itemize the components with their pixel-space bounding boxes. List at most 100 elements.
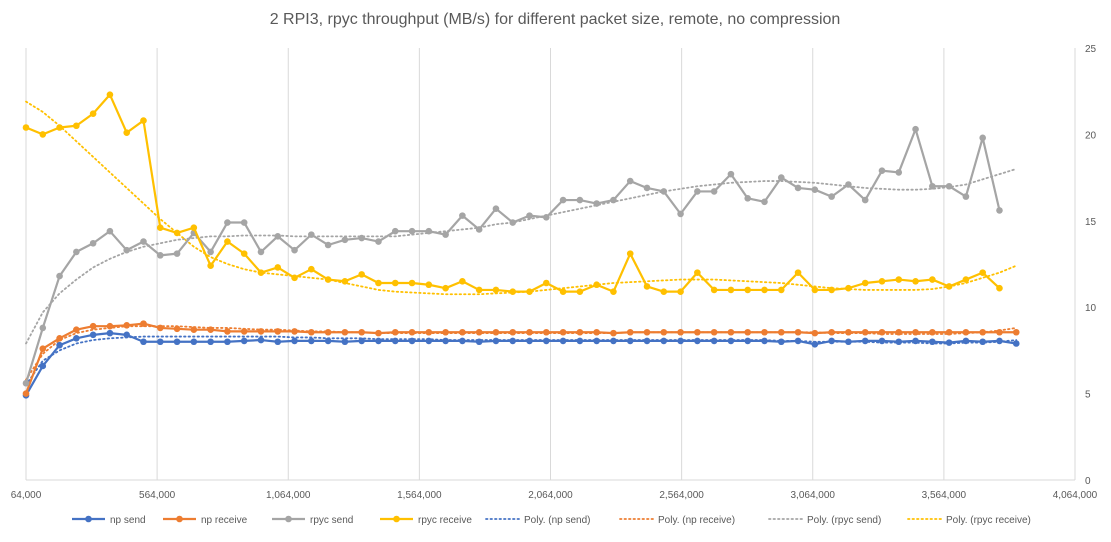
data-point [962, 337, 970, 345]
data-point [979, 134, 986, 142]
data-point [929, 182, 936, 190]
data-point [962, 328, 970, 336]
y-tick-label: 15 [1085, 217, 1097, 228]
data-point [694, 269, 701, 276]
data-point [845, 328, 852, 336]
data-point [861, 337, 869, 345]
data-point [156, 252, 164, 259]
data-point [408, 227, 416, 235]
data-point [408, 337, 416, 345]
data-point [996, 207, 1003, 214]
data-point [207, 338, 214, 346]
data-point [811, 329, 819, 337]
y-tick-label: 0 [1085, 476, 1091, 487]
y-tick-label: 10 [1085, 303, 1097, 314]
data-point [106, 91, 114, 98]
legend-item-poly-rpyc-receive: Poly. (rpyc receive) [907, 515, 1031, 526]
data-point [811, 186, 819, 193]
data-point [224, 238, 231, 245]
legend-marker [85, 515, 92, 523]
data-point [593, 337, 600, 345]
data-point [777, 286, 785, 294]
data-point [73, 122, 80, 130]
data-point [912, 125, 919, 133]
data-point [22, 390, 30, 397]
data-point [677, 210, 684, 218]
legend-label: Poly. (np receive) [658, 515, 735, 526]
data-point [610, 337, 617, 345]
data-point [945, 283, 953, 290]
data-point [308, 337, 315, 345]
data-point [962, 276, 970, 283]
data-point [123, 331, 131, 339]
data-point [291, 274, 298, 282]
data-point [308, 265, 315, 273]
x-tick-label: 564,000 [139, 490, 176, 501]
data-point [123, 322, 131, 329]
legend-label: Poly. (np send) [524, 515, 591, 526]
data-point [559, 328, 567, 336]
data-point [626, 337, 634, 345]
data-point [475, 328, 483, 336]
data-point [845, 284, 852, 292]
data-point [543, 328, 550, 336]
data-point [459, 328, 466, 336]
data-point [677, 337, 684, 345]
data-point [190, 338, 198, 346]
data-point [375, 337, 382, 345]
data-point [408, 279, 416, 287]
data-point [123, 129, 131, 136]
data-point [459, 337, 466, 345]
legend-item-poly-rpyc-send: Poly. (rpyc send) [768, 515, 881, 526]
x-tick-label: 4,064,000 [1053, 490, 1098, 501]
data-point [492, 337, 500, 345]
data-point [828, 337, 835, 345]
data-point [794, 337, 802, 345]
legend-label: Poly. (rpyc send) [807, 515, 881, 526]
x-tick-label: 2,064,000 [528, 490, 573, 501]
data-point [727, 328, 735, 336]
data-point [945, 339, 953, 346]
data-point [358, 337, 365, 345]
data-point [391, 337, 399, 345]
data-point [425, 227, 433, 235]
data-point [895, 169, 903, 176]
data-point [308, 328, 315, 336]
data-point [777, 174, 785, 181]
data-point [710, 286, 718, 294]
legend-item-poly-np-send: Poly. (np send) [485, 515, 591, 526]
data-point [324, 328, 332, 336]
data-point [979, 338, 986, 346]
data-point [559, 196, 567, 204]
data-point [173, 229, 181, 237]
data-point [291, 246, 298, 254]
legend-label: np send [110, 515, 146, 526]
data-point [593, 328, 600, 336]
data-point [123, 246, 131, 254]
data-point [324, 241, 332, 249]
data-point [929, 338, 936, 346]
data-point [543, 337, 550, 345]
data-point [912, 337, 919, 345]
data-point [56, 272, 63, 280]
data-point [945, 182, 953, 190]
series-rpyc-receive [22, 91, 1003, 295]
data-point [576, 196, 584, 204]
data-point [526, 328, 533, 336]
data-point [274, 328, 282, 335]
legend-item-rpyc-receive: rpyc receive [380, 515, 472, 526]
data-point [593, 200, 600, 207]
data-point [660, 288, 668, 295]
data-point [694, 337, 701, 345]
data-point [358, 234, 365, 242]
y-tick-label: 20 [1085, 130, 1097, 141]
data-point [173, 250, 181, 257]
data-point [895, 328, 903, 336]
legend-item-np-receive: np receive [163, 515, 248, 526]
data-point [710, 188, 718, 195]
legend-item-poly-np-receive: Poly. (np receive) [619, 515, 735, 526]
data-point [39, 345, 47, 352]
data-point [643, 283, 651, 290]
